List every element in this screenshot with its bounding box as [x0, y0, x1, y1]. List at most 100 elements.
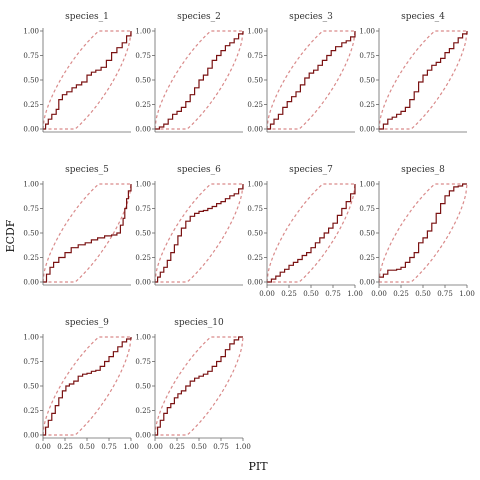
band-lower	[379, 183, 468, 283]
band-lower	[43, 183, 132, 283]
x-tick-label: 1.00	[123, 443, 139, 451]
x-tick-label: 0.75	[101, 443, 117, 451]
y-tick-label: 0.50	[135, 383, 151, 391]
panel-5: species_5 0.00 0.25 0.50 0.75 1.00	[23, 165, 132, 287]
ecdf-line	[379, 183, 467, 278]
y-tick-label: 0.25	[247, 101, 263, 109]
y-tick-label: 0.25	[247, 254, 263, 262]
y-tick-label: 0.00	[135, 279, 151, 287]
x-tick-label: 0.50	[191, 443, 207, 451]
y-tick-label: 0.75	[135, 52, 151, 60]
band-upper	[266, 30, 355, 130]
x-axis-title: PIT	[248, 460, 268, 473]
panels-layer: species_1 0.00 0.25 0.50 0.75 1.00 species_2 0.…	[23, 12, 474, 451]
x-tick-label: 1.00	[235, 443, 251, 451]
band-upper	[378, 30, 467, 130]
band-lower	[267, 183, 356, 283]
ecdf-line	[267, 31, 356, 130]
x-tick-label: 0.25	[393, 290, 409, 298]
band-upper	[154, 336, 243, 436]
x-tick-label: 0.75	[325, 290, 341, 298]
ecdf-line	[43, 31, 132, 130]
y-tick-label: 1.00	[23, 181, 39, 189]
band-lower	[43, 30, 132, 130]
y-tick-label: 1.00	[135, 28, 151, 36]
y-tick-label: 0.00	[247, 279, 263, 287]
y-tick-label: 0.75	[135, 358, 151, 366]
y-tick-label: 0.00	[23, 432, 39, 440]
x-tick-label: 0.75	[213, 443, 229, 451]
panel-title: species_3	[289, 12, 333, 22]
y-tick-label: 0.00	[135, 432, 151, 440]
panel-title: species_5	[65, 165, 109, 175]
y-tick-label: 0.50	[23, 230, 39, 238]
y-tick-label: 0.25	[23, 101, 39, 109]
y-tick-label: 1.00	[135, 181, 151, 189]
band-upper	[154, 183, 243, 283]
x-tick-label: 0.75	[437, 290, 453, 298]
x-tick-label: 0.25	[281, 290, 297, 298]
band-lower	[155, 30, 244, 130]
y-tick-label: 0.50	[135, 230, 151, 238]
y-tick-label: 0.50	[247, 77, 263, 85]
y-tick-label: 0.50	[23, 77, 39, 85]
ecdf-line	[43, 337, 132, 436]
y-axis-title: ECDF	[4, 219, 17, 252]
y-tick-label: 0.50	[359, 77, 375, 85]
y-tick-label: 0.25	[23, 407, 39, 415]
y-tick-label: 0.75	[359, 205, 375, 213]
x-tick-label: 1.00	[347, 290, 363, 298]
panel-8: species_8 0.00 0.25 0.50 0.75 1.00 0.00 0.25 0.5…	[359, 165, 474, 298]
ecdf-line	[267, 184, 356, 283]
panel-7: species_7 0.00 0.25 0.50 0.75 1.00 0.00 0.25 0.5…	[247, 165, 362, 298]
x-tick-label: 0.50	[303, 290, 319, 298]
band-upper	[154, 30, 243, 130]
y-tick-label: 1.00	[247, 28, 263, 36]
band-upper	[42, 30, 131, 130]
x-tick-label: 0.50	[79, 443, 95, 451]
ecdf-line	[43, 184, 132, 283]
y-tick-label: 1.00	[247, 181, 263, 189]
panel-title: species_1	[65, 12, 109, 22]
ecdf-line	[155, 31, 244, 130]
x-tick-label: 0.25	[57, 443, 73, 451]
y-tick-label: 0.50	[247, 230, 263, 238]
y-tick-label: 0.25	[135, 407, 151, 415]
x-tick-label: 0.00	[35, 443, 51, 451]
ecdf-line	[379, 31, 468, 130]
y-tick-label: 0.25	[359, 254, 375, 262]
y-tick-label: 1.00	[23, 28, 39, 36]
y-tick-label: 0.00	[23, 126, 39, 134]
ecdf-line	[155, 184, 244, 283]
panel-1: species_1 0.00 0.25 0.50 0.75 1.00	[23, 12, 132, 134]
y-tick-label: 0.25	[359, 101, 375, 109]
y-tick-label: 0.25	[135, 254, 151, 262]
panel-2: species_2 0.00 0.25 0.50 0.75 1.00	[135, 12, 244, 134]
band-lower	[155, 183, 244, 283]
panel-3: species_3 0.00 0.25 0.50 0.75 1.00	[247, 12, 356, 134]
band-lower	[43, 336, 132, 436]
y-tick-label: 1.00	[359, 28, 375, 36]
x-tick-label: 0.00	[147, 443, 163, 451]
panel-4: species_4 0.00 0.25 0.50 0.75 1.00	[359, 12, 468, 134]
panel-title: species_8	[401, 165, 445, 175]
panel-10: species_10 0.00 0.25 0.50 0.75 1.00 0.00 0.25 0.…	[135, 318, 250, 451]
band-upper	[266, 183, 355, 283]
y-tick-label: 0.00	[135, 126, 151, 134]
y-tick-label: 1.00	[23, 334, 39, 342]
y-tick-label: 0.50	[23, 383, 39, 391]
y-tick-label: 0.00	[359, 126, 375, 134]
panel-title: species_6	[177, 165, 221, 175]
band-lower	[267, 30, 356, 130]
band-upper	[378, 183, 467, 283]
y-tick-label: 0.75	[247, 52, 263, 60]
y-tick-label: 0.00	[359, 279, 375, 287]
panel-6: species_6 0.00 0.25 0.50 0.75 1.00	[135, 165, 244, 287]
panel-title: species_2	[177, 12, 221, 22]
y-tick-label: 1.00	[135, 334, 151, 342]
y-tick-label: 1.00	[359, 181, 375, 189]
x-tick-label: 0.50	[415, 290, 431, 298]
y-tick-label: 0.75	[23, 358, 39, 366]
y-tick-label: 0.00	[23, 279, 39, 287]
